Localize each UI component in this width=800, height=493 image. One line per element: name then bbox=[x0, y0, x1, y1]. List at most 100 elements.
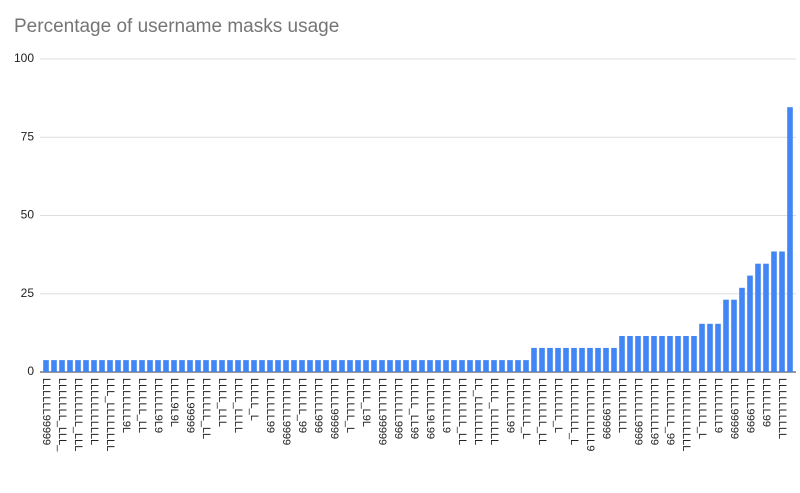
x-tick-label: LLLLLLLLLLLL bbox=[680, 378, 692, 451]
bar bbox=[715, 323, 721, 372]
x-tick-label: LLLL_LLL bbox=[216, 378, 228, 427]
bar bbox=[491, 360, 497, 372]
bar bbox=[323, 360, 329, 372]
bar bbox=[83, 360, 89, 372]
bar bbox=[275, 360, 281, 372]
x-tick-label: LLLLLLL9L bbox=[120, 378, 132, 433]
x-tick-label: LLLLLL_LL bbox=[136, 378, 148, 433]
x-tick-label: LLLLLLLL_LL bbox=[536, 378, 548, 445]
bar bbox=[339, 360, 345, 372]
bar bbox=[107, 360, 113, 372]
bar bbox=[403, 360, 409, 372]
x-tick-label: LLLLLLL_LLL_ bbox=[56, 378, 68, 452]
y-tick-label: 50 bbox=[21, 208, 35, 222]
bar bbox=[515, 360, 521, 372]
bar bbox=[739, 287, 745, 372]
y-tick-label: 75 bbox=[21, 129, 35, 143]
x-tick-label: LLLLLLLLLLL9 bbox=[584, 378, 596, 451]
bar bbox=[307, 360, 313, 372]
bar bbox=[171, 360, 177, 372]
bar bbox=[539, 347, 545, 372]
x-tick-label: LLLLLLL9999 bbox=[632, 378, 644, 445]
x-tick-label: LLLL99999 bbox=[184, 378, 196, 433]
bar bbox=[371, 360, 377, 372]
bar bbox=[363, 360, 369, 372]
x-tick-label: LLLLLLL9999 bbox=[280, 378, 292, 445]
bar bbox=[123, 360, 129, 372]
bar bbox=[555, 347, 561, 372]
x-tick-label: LLLLLLLLLLL bbox=[88, 378, 100, 445]
x-tick-label: LL_LLLLLLLL bbox=[472, 378, 484, 445]
bar bbox=[427, 360, 433, 372]
y-tick-label: 0 bbox=[27, 364, 34, 378]
bar bbox=[499, 360, 505, 372]
bar bbox=[747, 275, 753, 372]
bar bbox=[331, 360, 337, 372]
x-tick-label: LLLLLLL99 bbox=[264, 378, 276, 433]
bar bbox=[355, 360, 361, 372]
bar bbox=[251, 360, 257, 372]
bar bbox=[91, 360, 97, 372]
bar bbox=[147, 360, 153, 372]
bar bbox=[723, 299, 729, 372]
x-tick-label: LLLLLLLLLL bbox=[776, 378, 788, 439]
bar bbox=[483, 360, 489, 372]
x-tick-label: LLLL9L9L bbox=[168, 378, 180, 427]
bar bbox=[667, 336, 673, 372]
chart-title: Percentage of username masks usage bbox=[14, 16, 339, 37]
x-tick-label: LLLL_L9L bbox=[360, 378, 372, 427]
bar bbox=[675, 336, 681, 372]
x-tick-label: LLLLLL99999 bbox=[376, 378, 388, 445]
bar bbox=[683, 336, 689, 372]
bar bbox=[451, 360, 457, 372]
bar bbox=[699, 323, 705, 372]
bar bbox=[227, 360, 233, 372]
x-tick-label: LLLLLLL_L bbox=[344, 378, 356, 433]
x-tick-label: LLLLLLLL9 bbox=[712, 378, 724, 433]
bar bbox=[443, 360, 449, 372]
bar bbox=[755, 263, 761, 372]
x-tick-label: LLLLL99999 bbox=[728, 378, 740, 439]
x-tick-label: LLLLLL99 bbox=[760, 378, 772, 427]
x-tick-label: LLLLLL9L9 bbox=[152, 378, 164, 433]
bar bbox=[267, 360, 273, 372]
x-tick-label: LLLLLL999 bbox=[312, 378, 324, 433]
x-tick-label: LLLL_LLLLLL bbox=[488, 378, 500, 445]
bar bbox=[131, 360, 137, 372]
bar bbox=[243, 360, 249, 372]
bar bbox=[211, 360, 217, 372]
x-tick-label: LLLLLLLL_LLL bbox=[72, 378, 84, 451]
x-tick-label: LLLLL_L bbox=[248, 378, 260, 421]
x-tick-label: LLL_LLLLLLLL bbox=[104, 378, 116, 451]
bar bbox=[643, 336, 649, 372]
bar bbox=[235, 360, 241, 372]
x-tick-label: LLLLLLLLL99 bbox=[648, 378, 660, 445]
bar bbox=[779, 251, 785, 372]
x-tick-label: LLLLLLL999 bbox=[392, 378, 404, 439]
bar bbox=[787, 107, 793, 373]
bar bbox=[219, 360, 225, 372]
x-tick-label: LLLLLLLLL_L bbox=[568, 378, 580, 445]
x-tick-label: LLLLLL9L99 bbox=[424, 378, 436, 439]
y-tick-label: 25 bbox=[21, 286, 35, 300]
bar bbox=[411, 360, 417, 372]
bar bbox=[75, 360, 81, 372]
bar bbox=[387, 360, 393, 372]
bar bbox=[187, 360, 193, 372]
x-tick-label: LLLLL99999 bbox=[600, 378, 612, 439]
bar bbox=[299, 360, 305, 372]
bar bbox=[619, 336, 625, 372]
bar bbox=[475, 360, 481, 372]
bar bbox=[419, 360, 425, 372]
bar bbox=[203, 360, 209, 372]
x-tick-label: LLLLLLLL_99 bbox=[664, 378, 676, 445]
x-tick-label: LLLLLLL99 bbox=[504, 378, 516, 433]
bar bbox=[155, 360, 161, 372]
x-tick-label: LLLLLL99999 bbox=[40, 378, 52, 445]
bar bbox=[771, 251, 777, 372]
bar bbox=[51, 360, 57, 372]
bar bbox=[395, 360, 401, 372]
bar bbox=[379, 360, 385, 372]
bar bbox=[99, 360, 105, 372]
